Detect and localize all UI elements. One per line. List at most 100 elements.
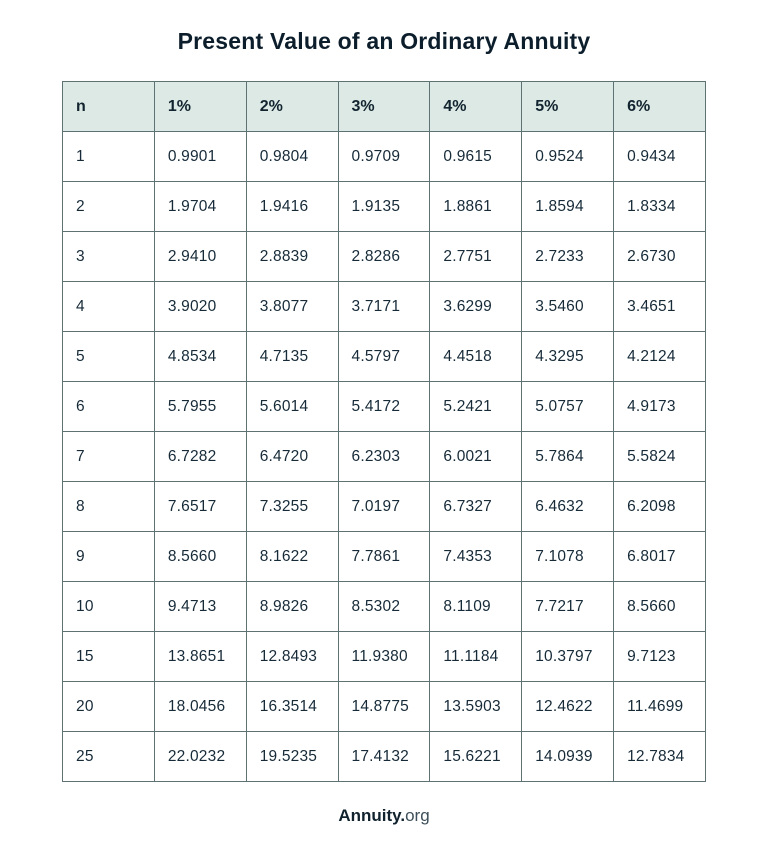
table-row: 6 5.7955 5.6014 5.4172 5.2421 5.0757 4.9173: [62, 381, 706, 432]
value-cell: 4.7135: [245, 331, 339, 382]
column-header: 5%: [521, 81, 615, 132]
value-cell: 18.0456: [153, 681, 247, 732]
value-cell: 6.2303: [337, 431, 431, 482]
table-row: 2 1.9704 1.9416 1.9135 1.8861 1.8594 1.8334: [62, 181, 706, 232]
value-cell: 2.7751: [429, 231, 523, 282]
value-cell: 6.8017: [613, 531, 706, 582]
period-cell: 6: [62, 381, 155, 432]
value-cell: 1.8594: [521, 181, 615, 232]
table-row: 3 2.9410 2.8839 2.8286 2.7751 2.7233 2.6730: [62, 231, 706, 282]
value-cell: 4.5797: [337, 331, 431, 382]
table-row: 5 4.8534 4.7135 4.5797 4.4518 4.3295 4.2124: [62, 331, 706, 382]
value-cell: 1.8334: [613, 181, 706, 232]
value-cell: 14.8775: [337, 681, 431, 732]
value-cell: 0.9901: [153, 131, 247, 182]
value-cell: 5.7864: [521, 431, 615, 482]
table-body: 1 0.9901 0.9804 0.9709 0.9615 0.9524 0.9434 2 1.…: [62, 131, 706, 782]
value-cell: 8.1109: [429, 581, 523, 632]
table-row: 10 9.4713 8.9826 8.5302 8.1109 7.7217 8.5660: [62, 581, 706, 632]
value-cell: 8.1622: [245, 531, 339, 582]
column-header: n: [62, 81, 155, 132]
value-cell: 0.9434: [613, 131, 706, 182]
period-cell: 25: [62, 731, 155, 782]
value-cell: 6.0021: [429, 431, 523, 482]
value-cell: 3.5460: [521, 281, 615, 332]
value-cell: 19.5235: [245, 731, 339, 782]
value-cell: 8.5660: [153, 531, 247, 582]
value-cell: 7.6517: [153, 481, 247, 532]
value-cell: 16.3514: [245, 681, 339, 732]
value-cell: 2.8286: [337, 231, 431, 282]
value-cell: 7.3255: [245, 481, 339, 532]
value-cell: 12.4622: [521, 681, 615, 732]
value-cell: 12.7834: [613, 731, 706, 782]
period-cell: 4: [62, 281, 155, 332]
value-cell: 0.9804: [245, 131, 339, 182]
value-cell: 6.4720: [245, 431, 339, 482]
period-cell: 2: [62, 181, 155, 232]
value-cell: 2.6730: [613, 231, 706, 282]
value-cell: 2.8839: [245, 231, 339, 282]
page-title: Present Value of an Ordinary Annuity: [177, 28, 591, 54]
value-cell: 4.4518: [429, 331, 523, 382]
brand-name-bold: Annuity.: [338, 806, 406, 825]
period-cell: 15: [62, 631, 155, 682]
value-cell: 8.5660: [613, 581, 706, 632]
period-cell: 20: [62, 681, 155, 732]
table-header: n 1% 2% 3% 4% 5% 6%: [62, 81, 706, 132]
footer-brand: Annuity.org: [0, 806, 768, 826]
value-cell: 8.9826: [245, 581, 339, 632]
value-cell: 3.9020: [153, 281, 247, 332]
value-cell: 9.7123: [613, 631, 706, 682]
column-header: 1%: [153, 81, 247, 132]
period-cell: 9: [62, 531, 155, 582]
value-cell: 14.0939: [521, 731, 615, 782]
value-cell: 3.6299: [429, 281, 523, 332]
value-cell: 4.8534: [153, 331, 247, 382]
value-cell: 12.8493: [245, 631, 339, 682]
table-row: 20 18.0456 16.3514 14.8775 13.5903 12.4622 11.…: [62, 681, 706, 732]
value-cell: 1.9416: [245, 181, 339, 232]
value-cell: 0.9615: [429, 131, 523, 182]
value-cell: 5.4172: [337, 381, 431, 432]
value-cell: 2.7233: [521, 231, 615, 282]
header-row: n 1% 2% 3% 4% 5% 6%: [62, 81, 706, 132]
value-cell: 1.8861: [429, 181, 523, 232]
column-header: 2%: [245, 81, 339, 132]
value-cell: 7.4353: [429, 531, 523, 582]
table-row: 7 6.7282 6.4720 6.2303 6.0021 5.7864 5.5824: [62, 431, 706, 482]
value-cell: 6.7327: [429, 481, 523, 532]
value-cell: 5.2421: [429, 381, 523, 432]
value-cell: 6.7282: [153, 431, 247, 482]
period-cell: 10: [62, 581, 155, 632]
value-cell: 7.0197: [337, 481, 431, 532]
table-row: 4 3.9020 3.8077 3.7171 3.6299 3.5460 3.4651: [62, 281, 706, 332]
value-cell: 1.9704: [153, 181, 247, 232]
value-cell: 17.4132: [337, 731, 431, 782]
period-cell: 1: [62, 131, 155, 182]
value-cell: 7.7217: [521, 581, 615, 632]
value-cell: 6.2098: [613, 481, 706, 532]
column-header: 4%: [429, 81, 523, 132]
brand-name-light: org: [405, 806, 430, 825]
value-cell: 4.3295: [521, 331, 615, 382]
value-cell: 0.9524: [521, 131, 615, 182]
value-cell: 9.4713: [153, 581, 247, 632]
period-cell: 7: [62, 431, 155, 482]
period-cell: 5: [62, 331, 155, 382]
table-row: 8 7.6517 7.3255 7.0197 6.7327 6.4632 6.2098: [62, 481, 706, 532]
value-cell: 4.9173: [613, 381, 706, 432]
value-cell: 0.9709: [337, 131, 431, 182]
value-cell: 2.9410: [153, 231, 247, 282]
value-cell: 3.4651: [613, 281, 706, 332]
value-cell: 1.9135: [337, 181, 431, 232]
value-cell: 5.7955: [153, 381, 247, 432]
value-cell: 22.0232: [153, 731, 247, 782]
value-cell: 5.5824: [613, 431, 706, 482]
value-cell: 5.6014: [245, 381, 339, 432]
value-cell: 6.4632: [521, 481, 615, 532]
column-header: 3%: [337, 81, 431, 132]
value-cell: 8.5302: [337, 581, 431, 632]
value-cell: 13.5903: [429, 681, 523, 732]
